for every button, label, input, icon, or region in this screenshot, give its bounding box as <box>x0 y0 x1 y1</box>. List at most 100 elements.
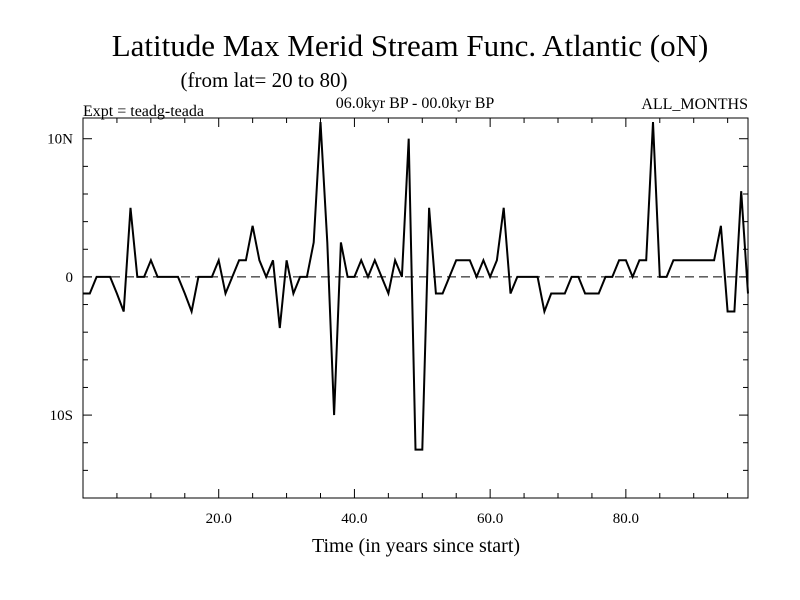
data-point <box>638 259 640 261</box>
x-tick-label: 20.0 <box>206 511 232 527</box>
data-point <box>191 310 193 312</box>
data-point <box>306 276 308 278</box>
y-tick-labels: 10N 0 10S <box>47 132 73 424</box>
data-point <box>679 259 681 261</box>
x-tick-label: 40.0 <box>341 511 367 527</box>
y-tick-label: 10N <box>47 132 73 148</box>
y-tick-label: 10S <box>50 408 73 424</box>
data-point <box>421 449 423 451</box>
data-point <box>204 276 206 278</box>
data-point <box>489 276 491 278</box>
data-point <box>157 276 159 278</box>
data-point <box>245 259 247 261</box>
data-point <box>353 276 355 278</box>
plot-frame <box>82 117 749 499</box>
data-point <box>184 292 186 294</box>
data-point <box>326 241 328 243</box>
data-point <box>543 310 545 312</box>
data-point <box>469 259 471 261</box>
data-point <box>584 292 586 294</box>
data-point <box>313 241 315 243</box>
data-point <box>292 292 294 294</box>
data-point <box>374 259 376 261</box>
data-point <box>143 276 145 278</box>
data-point <box>672 259 674 261</box>
data-point <box>516 276 518 278</box>
data-point <box>632 276 634 278</box>
data-point <box>700 259 702 261</box>
data-point <box>720 225 722 227</box>
data-point <box>564 292 566 294</box>
data-point <box>605 276 607 278</box>
series-line <box>83 122 749 451</box>
data-point <box>740 190 742 192</box>
data-point <box>109 276 111 278</box>
data-point <box>265 276 267 278</box>
data-point <box>537 276 539 278</box>
data-point <box>455 259 457 261</box>
data-point <box>476 276 478 278</box>
x-tick-label: 80.0 <box>613 511 639 527</box>
data-point <box>231 276 233 278</box>
experiment-label: Expt = teadg-teada <box>83 103 204 120</box>
data-point <box>252 225 254 227</box>
data-point <box>435 292 437 294</box>
data-point <box>448 276 450 278</box>
data-point <box>706 259 708 261</box>
data-point <box>272 259 274 261</box>
data-point <box>218 259 220 261</box>
data-point <box>577 276 579 278</box>
data-point <box>645 259 647 261</box>
axis-ticks <box>83 118 748 499</box>
data-point <box>320 121 322 123</box>
data-point <box>598 292 600 294</box>
data-point <box>503 207 505 209</box>
x-tick-labels: 20.0 40.0 60.0 80.0 <box>206 511 639 527</box>
data-point <box>625 259 627 261</box>
data-point <box>550 292 552 294</box>
data-point <box>557 292 559 294</box>
data-point <box>177 276 179 278</box>
data-point <box>394 259 396 261</box>
data-point <box>591 292 593 294</box>
data-point <box>225 292 227 294</box>
x-tick-label: 60.0 <box>477 511 503 527</box>
data-point <box>387 292 389 294</box>
data-point <box>299 276 301 278</box>
y-tick-label: 0 <box>66 270 74 286</box>
data-point <box>367 276 369 278</box>
data-point <box>482 259 484 261</box>
data-point <box>415 449 417 451</box>
chart-subtitle: (from lat= 20 to 80) <box>181 68 348 92</box>
data-point <box>727 310 729 312</box>
data-point <box>401 276 403 278</box>
data-point <box>408 138 410 140</box>
data-point <box>611 276 613 278</box>
period-label: 06.0kyr BP - 00.0kyr BP <box>336 95 495 112</box>
data-point <box>618 259 620 261</box>
months-label: ALL_MONTHS <box>641 96 748 113</box>
data-point <box>713 259 715 261</box>
data-point <box>733 310 735 312</box>
data-point <box>123 310 125 312</box>
data-point <box>238 259 240 261</box>
data-point <box>82 292 84 294</box>
data-point <box>170 276 172 278</box>
data-point <box>381 276 383 278</box>
data-point <box>442 292 444 294</box>
data-point <box>693 259 695 261</box>
data-point <box>686 259 688 261</box>
x-axis-label: Time (in years since start) <box>312 535 520 557</box>
data-point <box>211 276 213 278</box>
data-point <box>340 241 342 243</box>
data-point <box>747 292 749 294</box>
data-point <box>96 276 98 278</box>
data-point <box>197 276 199 278</box>
data-point <box>523 276 525 278</box>
data-point <box>130 207 132 209</box>
data-point <box>462 259 464 261</box>
data-point <box>258 259 260 261</box>
data-point <box>136 276 138 278</box>
data-point <box>496 259 498 261</box>
